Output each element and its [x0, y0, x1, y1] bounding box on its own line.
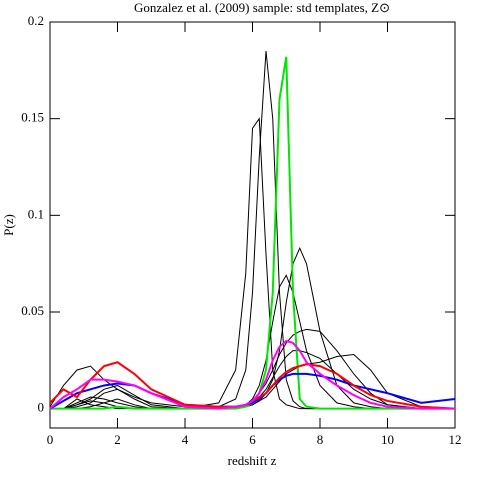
x-tick-label: 0 [47, 432, 54, 447]
x-tick-label: 8 [317, 432, 324, 447]
x-tick-label: 10 [381, 432, 394, 447]
series-line [49, 339, 455, 410]
y-tick-label: 0.1 [28, 206, 44, 221]
chart-title: Gonzalez et al. (2009) sample: std templ… [134, 0, 390, 15]
series-line [50, 50, 455, 410]
series-line [50, 56, 455, 410]
series-line [49, 361, 456, 410]
y-axis-label: P(z) [1, 214, 16, 236]
y-tick-label: 0.15 [21, 110, 44, 125]
series-line [50, 328, 455, 410]
x-tick-label: 6 [249, 432, 256, 447]
y-tick-label: 0.05 [21, 303, 44, 318]
x-axis-label: redshift z [228, 453, 277, 468]
x-tick-label: 4 [182, 432, 189, 447]
x-tick-label: 2 [114, 432, 121, 447]
series-line [50, 274, 455, 410]
series-line [50, 354, 456, 410]
y-tick-label: 0 [38, 400, 45, 415]
y-tick-label: 0.2 [28, 13, 44, 28]
x-tick-label: 12 [449, 432, 462, 447]
plot-frame [49, 21, 456, 429]
